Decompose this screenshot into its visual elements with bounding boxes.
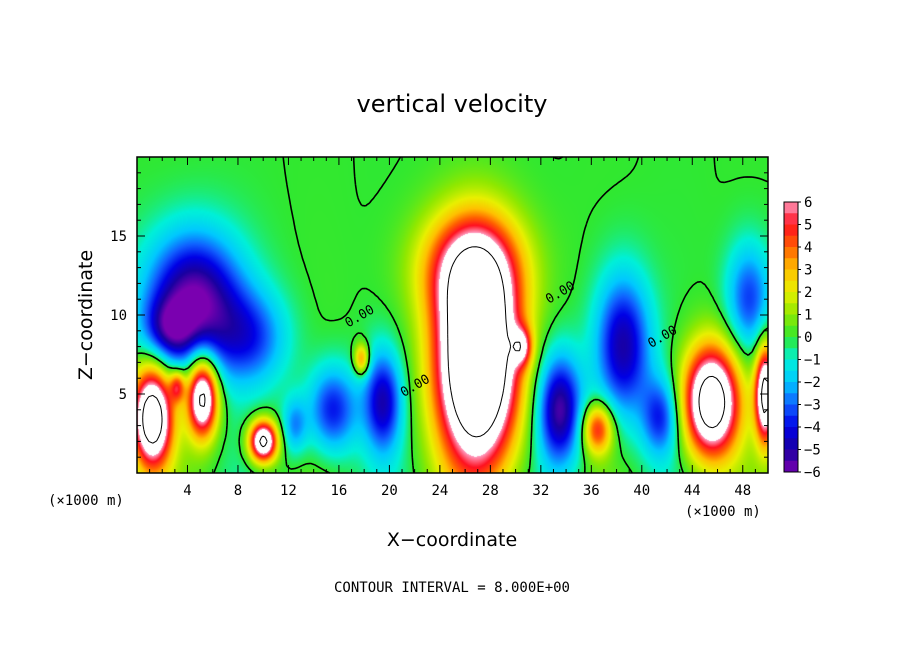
y-tick-label: 5 [119, 387, 127, 403]
x-tick-label: 44 [684, 483, 701, 499]
contour-level-8 [142, 246, 769, 448]
colorbar-cell [784, 235, 798, 248]
contour-lines [136, 156, 769, 474]
y-tick-label: 15 [110, 229, 127, 245]
colorbar-cell [784, 213, 798, 225]
colorbar-cell [784, 303, 798, 315]
colorbar-cell [784, 393, 798, 405]
colorbar-label: 6 [804, 195, 812, 211]
colorbar-cell [784, 460, 798, 473]
colorbar-cell [784, 269, 798, 282]
colorbar-cell [784, 438, 798, 450]
colorbar-cell [784, 427, 798, 439]
colorbar-cell [784, 382, 798, 394]
colorbar-cell [784, 224, 798, 237]
axis-ticks [136, 156, 769, 474]
colorbar-label: −4 [804, 420, 821, 436]
x-tick-label: 12 [280, 483, 297, 499]
colorbar-cell [784, 404, 798, 417]
colorbar-cells [784, 202, 798, 473]
x-tick-label: 48 [734, 483, 751, 499]
colorbar-label: −2 [804, 375, 821, 391]
x-tick-label: 20 [381, 483, 398, 499]
x-tick-label: 40 [633, 483, 650, 499]
x-tick-label: 4 [183, 483, 191, 499]
colorbar-cell [784, 325, 798, 338]
colorbar-cell [784, 292, 798, 304]
y-tick-label: 10 [110, 308, 127, 324]
x-tick-labels: 4 8 12 16 20 24 28 32 36 40 44 48 [183, 483, 751, 499]
colorbar-label: 0 [804, 330, 812, 346]
colorbar-cell [784, 314, 798, 327]
contour-level-0 [136, 156, 769, 474]
x-unit-right: (×1000 m) [685, 504, 761, 520]
x-axis-label: X−coordinate [387, 529, 517, 551]
colorbar-label: 2 [804, 285, 812, 301]
colorbar-label: 4 [804, 240, 812, 256]
colorbar-cell [784, 415, 798, 428]
colorbar-label: 3 [804, 263, 812, 279]
colorbar-cell [784, 359, 798, 372]
colorbar-label: −5 [804, 443, 821, 459]
plot-area: 0.000.000.000.00 [136, 156, 769, 474]
x-tick-label: 32 [532, 483, 549, 499]
colorbar-cell [784, 202, 798, 214]
colorbar-cell [784, 247, 798, 259]
colorbar-label: −1 [804, 353, 821, 369]
x-tick-label: 36 [583, 483, 600, 499]
colorbar: 6 5 4 3 2 1 0 −1 −2 −3 −4 −5 −6 [783, 195, 821, 481]
x-tick-label: 16 [330, 483, 347, 499]
y-axis-label: Z−coordinate [75, 250, 97, 380]
y-tick-labels: 5 10 15 [110, 229, 127, 403]
velocity-field-heatmap [137, 157, 768, 473]
x-tick-label: 8 [234, 483, 242, 499]
x-tick-label: 24 [431, 483, 448, 499]
colorbar-labels: 6 5 4 3 2 1 0 −1 −2 −3 −4 −5 −6 [798, 195, 821, 481]
x-unit-left: (×1000 m) [48, 493, 124, 509]
x-tick-label: 28 [482, 483, 499, 499]
colorbar-cell [784, 348, 798, 360]
colorbar-cell [784, 370, 798, 383]
chart-title: vertical velocity [357, 90, 548, 118]
colorbar-cell [784, 280, 798, 293]
colorbar-cell [784, 337, 798, 349]
colorbar-cell [784, 449, 798, 462]
contour-interval-note: CONTOUR INTERVAL = 8.000E+00 [334, 580, 570, 596]
colorbar-label: 5 [804, 218, 812, 234]
colorbar-label: −3 [804, 398, 821, 414]
colorbar-label: 1 [804, 308, 812, 324]
colorbar-label: −6 [804, 465, 821, 481]
colorbar-cell [784, 258, 798, 270]
